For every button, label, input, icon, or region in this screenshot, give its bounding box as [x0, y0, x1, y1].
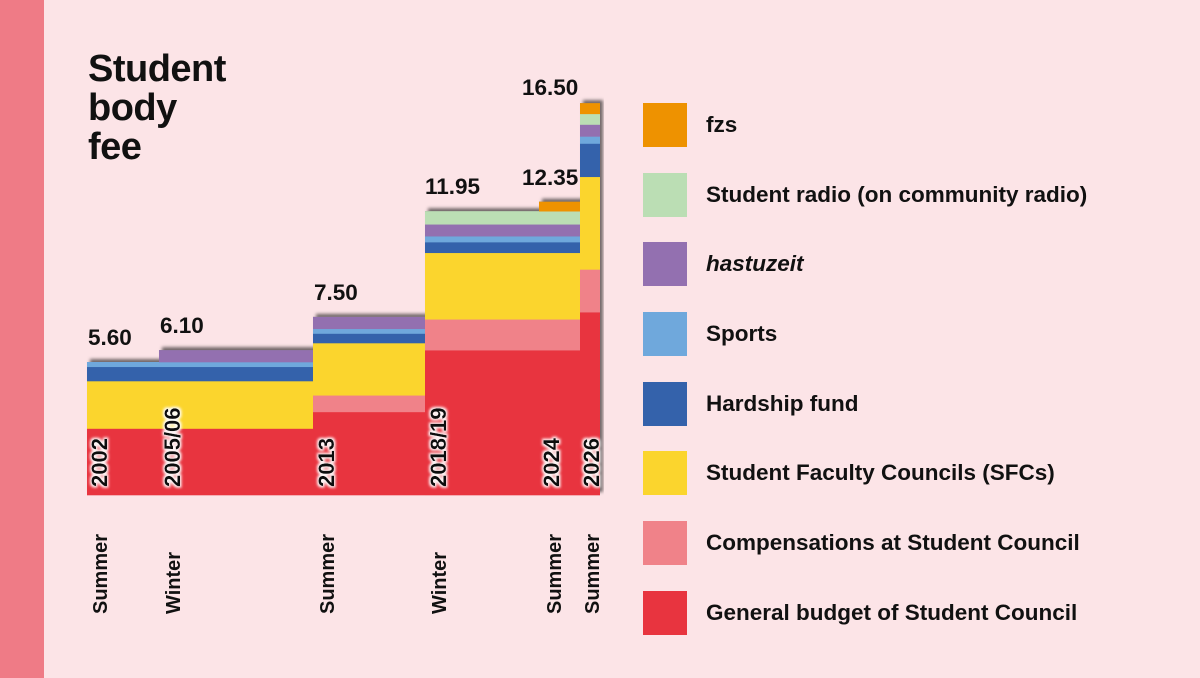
legend-label: Student radio (on community radio) — [706, 181, 1088, 207]
segment-hardship-fund — [87, 366, 159, 382]
segment-general-budget-of-student-council — [313, 411, 425, 496]
legend: fzs Student radio (on community radio) h… — [643, 103, 1087, 661]
segment-hastuzeit — [425, 224, 539, 237]
segment-compensations-at-student-council — [313, 395, 425, 413]
semester-label: Winter — [429, 552, 451, 614]
side-accent-strip — [0, 0, 44, 678]
segment-general-budget-of-student-council — [580, 312, 600, 496]
segment-hastuzeit — [580, 124, 600, 137]
segment-general-budget-of-student-council — [425, 350, 539, 496]
total-value-label: 12.35 — [522, 165, 578, 190]
year-label: 2026 — [579, 438, 604, 487]
legend-item-compensations: Compensations at Student Council — [643, 521, 1087, 566]
legend-swatch-student-radio — [643, 172, 687, 217]
title-line-3: fee — [88, 126, 142, 168]
stacked-step-chart: 5.60 6.10 7.50 11.95 12.35 16.50 2002 2005/06 20… — [87, 75, 604, 614]
segment-hardship-fund — [425, 242, 539, 254]
segment-compensations-at-student-council — [425, 319, 539, 351]
segment-sports — [425, 236, 539, 243]
legend-swatch-general-budget — [643, 590, 687, 635]
year-label: 2024 — [539, 437, 564, 487]
semester-label: Summer — [582, 534, 604, 614]
total-value-label: 11.95 — [425, 174, 480, 199]
segment-sports — [87, 362, 159, 368]
total-value-label: 6.10 — [160, 313, 204, 338]
segment-hardship-fund — [313, 333, 425, 344]
segment-fzs — [580, 103, 600, 115]
legend-swatch-sfcs — [643, 451, 687, 496]
semester-label: Summer — [90, 534, 112, 614]
segment-student-faculty-councils-sfcs — [159, 381, 313, 429]
segment-student-radio-on-community-radio — [580, 113, 600, 125]
year-label: 2018/19 — [426, 407, 451, 487]
total-value-label: 16.50 — [522, 75, 578, 100]
segment-student-faculty-councils-sfcs — [425, 252, 539, 320]
segment-fzs — [539, 201, 580, 212]
legend-item-hastuzeit: hastuzeit — [643, 242, 1087, 287]
legend-label: General budget of Student Council — [706, 599, 1078, 625]
segment-student-faculty-councils-sfcs — [539, 252, 580, 320]
total-value-label: 5.60 — [88, 325, 132, 350]
year-label: 2005/06 — [160, 407, 185, 487]
chart-title: Student body fee — [88, 50, 288, 167]
segment-compensations-at-student-council — [580, 269, 600, 313]
legend-item-sfcs: Student Faculty Councils (SFCs) — [643, 451, 1087, 496]
legend-label: Compensations at Student Council — [706, 530, 1080, 556]
segment-compensations-at-student-council — [539, 319, 580, 351]
segment-general-budget-of-student-council — [539, 350, 580, 496]
year-label: 2002 — [87, 438, 112, 487]
title-line-1: Student — [88, 48, 226, 90]
segment-hardship-fund — [580, 143, 600, 178]
legend-item-fzs: fzs — [643, 103, 1087, 147]
legend-label: Sports — [706, 321, 778, 347]
segment-student-faculty-councils-sfcs — [87, 381, 159, 429]
segment-hastuzeit — [159, 350, 313, 363]
segment-general-budget-of-student-council — [159, 428, 313, 496]
legend-swatch-hardship-fund — [643, 381, 687, 426]
segment-hardship-fund — [539, 242, 580, 254]
legend-item-student-radio: Student radio (on community radio) — [643, 172, 1088, 217]
segment-hastuzeit — [539, 224, 580, 237]
legend-item-sports: Sports — [643, 312, 1087, 357]
legend-swatch-compensations — [643, 521, 687, 566]
title-line-2: body — [88, 87, 177, 129]
semester-label: Summer — [544, 534, 566, 614]
segment-student-faculty-councils-sfcs — [313, 343, 425, 396]
legend-swatch-sports — [643, 312, 687, 357]
segment-student-faculty-councils-sfcs — [580, 176, 600, 270]
year-label: 2013 — [314, 438, 339, 487]
segment-sports — [580, 136, 600, 144]
segment-general-budget-of-student-council — [87, 428, 159, 496]
segment-hardship-fund — [159, 366, 313, 382]
legend-label: Hardship fund — [706, 390, 859, 416]
semester-label: Winter — [163, 552, 185, 614]
legend-swatch-hastuzeit — [643, 242, 687, 287]
segment-hastuzeit — [313, 316, 425, 330]
legend-item-hardship-fund: Hardship fund — [643, 381, 1087, 426]
segment-student-radio-on-community-radio — [539, 211, 580, 225]
segment-sports — [313, 328, 425, 334]
legend-item-general-budget: General budget of Student Council — [643, 590, 1087, 635]
legend-label: hastuzeit — [706, 251, 804, 277]
segment-student-radio-on-community-radio — [425, 211, 539, 225]
total-value-label: 7.50 — [314, 280, 358, 305]
semester-label: Summer — [317, 534, 339, 614]
legend-label: Student Faculty Councils (SFCs) — [706, 460, 1055, 486]
segment-sports — [159, 362, 313, 368]
legend-label: fzs — [706, 112, 738, 137]
legend-swatch-fzs — [643, 103, 687, 147]
segment-sports — [539, 236, 580, 243]
